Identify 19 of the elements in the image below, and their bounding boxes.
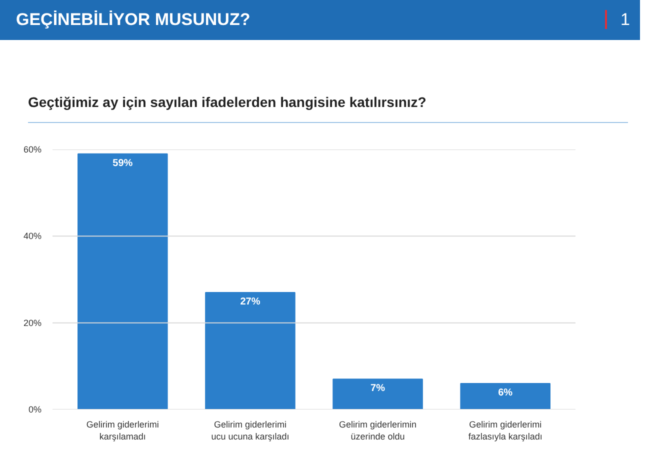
data-label: 59% (112, 158, 133, 169)
y-tick-label: 60% (23, 144, 42, 154)
bar (332, 378, 423, 410)
bar (78, 153, 168, 410)
y-tick-label: 40% (23, 231, 42, 242)
data-label: 6% (498, 388, 513, 398)
x-tick-label: Gelirim giderlerimin üzerinde oldu (339, 420, 417, 442)
x-tick-label: Gelirim giderlerimi fazlasıyla karşıladı (468, 420, 542, 442)
bar (460, 383, 550, 410)
text: 1 (604, 10, 630, 29)
data-label: 27% (240, 296, 260, 308)
y-tick-label: 20% (23, 318, 42, 328)
x-tick-label: Gelirim giderlerimi karşılamadı (86, 420, 159, 442)
data-label: 7% (370, 383, 386, 394)
chart-title: GEÇİNEBİLİYOR MUSUNUZ? (16, 8, 250, 31)
bar (205, 292, 296, 410)
x-tick-label: Gelirim giderlerimi ucu ucuna karşıladı (211, 420, 290, 442)
chart-subtitle: Geçtiğimiz ay için sayılan ifadelerden hangisine katılırsınız? (28, 92, 628, 123)
y-tick-label: 0% (28, 404, 42, 414)
